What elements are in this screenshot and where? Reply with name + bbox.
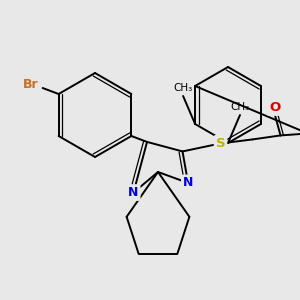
- Text: N: N: [183, 176, 193, 189]
- Text: CH₃: CH₃: [230, 102, 250, 112]
- Text: S: S: [216, 137, 225, 150]
- Text: Br: Br: [23, 77, 38, 91]
- Text: CH₃: CH₃: [173, 83, 193, 93]
- Text: N: N: [128, 186, 139, 199]
- Text: O: O: [269, 101, 280, 114]
